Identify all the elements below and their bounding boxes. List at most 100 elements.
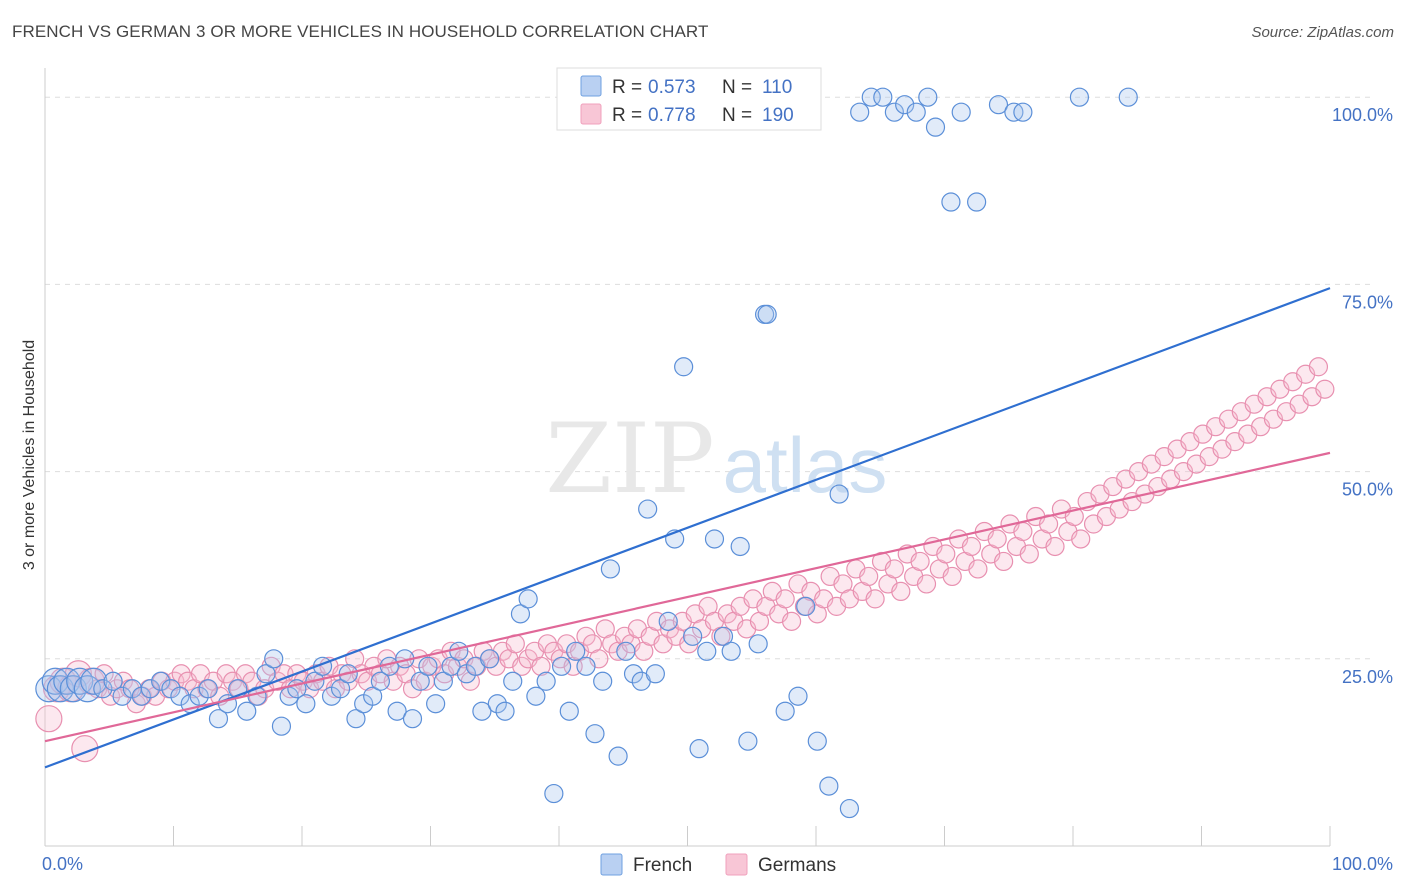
french-point xyxy=(593,671,613,691)
french-point xyxy=(873,87,893,107)
french-point xyxy=(264,649,284,669)
french-point xyxy=(608,746,628,766)
french-point xyxy=(256,664,276,684)
grid-lines xyxy=(45,96,1370,660)
french-trend-line xyxy=(44,287,1331,769)
french-point xyxy=(1013,102,1033,122)
germans-point xyxy=(865,589,885,609)
french-point xyxy=(237,701,257,721)
french-point xyxy=(426,694,446,714)
french-point xyxy=(658,611,678,631)
legend-top: R = 0.573 N = 110 R = 0.778 N = 190 xyxy=(556,67,822,131)
y-tick-label: 100.0% xyxy=(1332,105,1393,125)
french-point xyxy=(918,87,938,107)
french-point xyxy=(544,783,564,804)
french-point xyxy=(433,671,453,691)
french-point xyxy=(410,671,430,691)
french-point xyxy=(480,649,500,669)
y-tick-label: 25.0% xyxy=(1342,667,1393,687)
french-point xyxy=(93,679,113,699)
french-point xyxy=(730,536,750,557)
germans-point xyxy=(235,664,256,684)
germans-point xyxy=(961,536,982,557)
legend-n-label: N = xyxy=(722,77,752,98)
french-point xyxy=(449,641,469,661)
french-point xyxy=(363,686,383,706)
french-point xyxy=(112,686,132,706)
french-point xyxy=(757,304,777,324)
french-point xyxy=(566,641,586,661)
french-point xyxy=(551,656,572,676)
french-point xyxy=(829,484,849,504)
french-point xyxy=(487,694,507,714)
legend-label-french: French xyxy=(633,855,692,876)
french-point xyxy=(1069,87,1090,107)
french-point xyxy=(925,117,946,137)
french-point xyxy=(623,664,644,684)
x-tick-labels: 0.0% 100.0% xyxy=(42,854,1393,874)
legend-label-germans: Germans xyxy=(758,855,836,876)
french-point xyxy=(526,686,546,706)
french-point xyxy=(495,701,515,721)
french-point xyxy=(296,694,316,714)
germans-point xyxy=(1308,357,1329,377)
legend-swatch-germans xyxy=(725,853,748,876)
french-point xyxy=(441,656,461,676)
french-point xyxy=(536,671,556,691)
germans-point xyxy=(512,656,532,676)
y-tick-label: 75.0% xyxy=(1342,292,1393,312)
legend-bottom: French Germans xyxy=(600,853,836,876)
x-tick-label: 0.0% xyxy=(42,854,83,874)
french-point xyxy=(170,686,190,706)
french-point xyxy=(788,686,808,706)
french-point xyxy=(638,499,658,519)
watermark-zip: ZIP xyxy=(545,403,714,515)
french-point xyxy=(697,641,717,661)
french-point xyxy=(616,641,636,661)
french-point xyxy=(819,776,839,796)
germans-point xyxy=(1019,544,1039,564)
french-point xyxy=(738,731,758,751)
french-point xyxy=(748,634,768,654)
germans-point xyxy=(968,559,988,579)
germans-point xyxy=(916,574,937,594)
germans-point xyxy=(531,656,551,676)
axes xyxy=(44,68,1331,847)
french-point xyxy=(796,596,816,616)
germans-point xyxy=(775,589,795,609)
germans-point xyxy=(576,626,596,646)
french-point xyxy=(503,671,523,691)
germans-trend-line xyxy=(44,451,1331,743)
french-points xyxy=(35,87,1138,819)
germans-point xyxy=(910,551,930,572)
french-point xyxy=(418,656,438,676)
legend-swatch-french xyxy=(600,853,623,876)
germans-point xyxy=(1045,536,1065,557)
french-point xyxy=(600,559,621,579)
french-point xyxy=(721,641,741,661)
french-point xyxy=(839,798,860,819)
french-point xyxy=(198,679,218,699)
germans-point xyxy=(781,611,802,631)
germans-point xyxy=(171,664,191,684)
french-point xyxy=(510,604,531,624)
french-point xyxy=(1118,87,1138,107)
germans-point xyxy=(942,566,962,587)
french-point xyxy=(585,724,605,744)
germans-point xyxy=(884,559,904,579)
trend-lines xyxy=(44,287,1331,769)
french-point xyxy=(988,95,1009,115)
legend-r-value: 0.778 xyxy=(648,105,696,126)
french-point xyxy=(387,701,407,721)
french-point xyxy=(807,731,827,751)
germans-point xyxy=(936,544,956,564)
french-point xyxy=(41,667,69,695)
french-point xyxy=(208,709,229,729)
french-point xyxy=(370,671,390,691)
french-point xyxy=(850,102,870,122)
french-point xyxy=(906,102,926,122)
french-point xyxy=(895,95,915,115)
x-tick-label: 100.0% xyxy=(1332,854,1393,874)
french-point xyxy=(472,701,492,721)
